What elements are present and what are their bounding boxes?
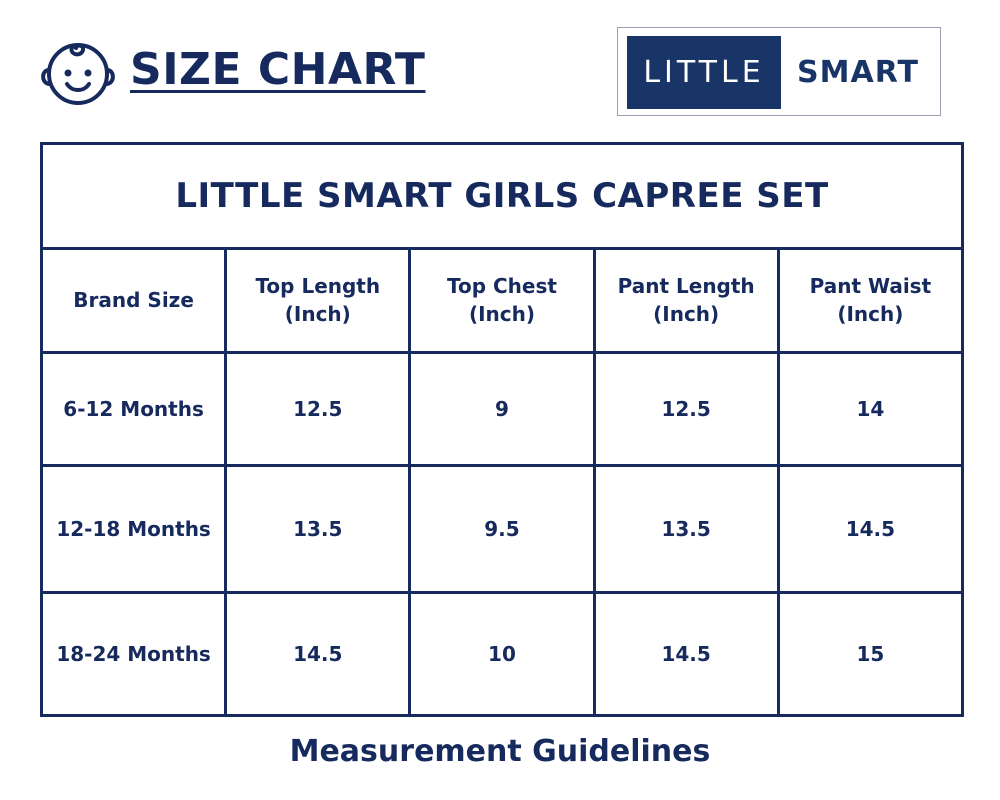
table-row: 18-24 Months 14.5 10 14.5 15 — [39, 591, 965, 717]
table-title-row: LITTLE SMART GIRLS CAPREE SET — [40, 142, 964, 250]
cell-brand-size: 12-18 Months — [39, 464, 228, 595]
cell-top-chest: 9 — [408, 351, 596, 468]
cell-top-chest: 9.5 — [408, 464, 596, 595]
header-unit: (Inch) — [284, 302, 351, 327]
header-pant-length: Pant Length (Inch) — [592, 246, 780, 355]
cell-pant-waist: 15 — [776, 591, 965, 717]
header-label: Pant Length — [617, 274, 755, 299]
cell-pant-length: 12.5 — [592, 351, 780, 468]
table-row: 12-18 Months 13.5 9.5 13.5 14.5 — [39, 464, 965, 595]
header-brand-size: Brand Size — [39, 246, 228, 355]
cell-top-length: 14.5 — [224, 591, 412, 717]
cell-pant-length: 14.5 — [592, 591, 780, 717]
cell-pant-length: 13.5 — [592, 464, 780, 595]
header-unit: (Inch) — [837, 302, 904, 327]
header-top-chest: Top Chest (Inch) — [408, 246, 596, 355]
baby-face-icon — [37, 36, 119, 108]
size-chart-table: LITTLE SMART GIRLS CAPREE SET Brand Size… — [39, 142, 965, 717]
header-label: Top Chest — [446, 274, 557, 299]
brand-logo-smart: SMART — [797, 55, 919, 90]
table-row: 6-12 Months 12.5 9 12.5 14 — [39, 351, 965, 468]
cell-top-length: 12.5 — [224, 351, 412, 468]
table-header-row: Brand Size Top Length (Inch) Top Chest (… — [39, 246, 965, 355]
cell-pant-waist: 14.5 — [776, 464, 965, 595]
cell-top-length: 13.5 — [224, 464, 412, 595]
cell-pant-waist: 14 — [776, 351, 965, 468]
brand-logo: LITTLE SMART — [617, 27, 941, 116]
cell-top-chest: 10 — [408, 591, 596, 717]
page-title: SIZE CHART — [130, 44, 426, 95]
header-unit: (Inch) — [653, 302, 720, 327]
header-label: Brand Size — [73, 288, 194, 313]
header-top-length: Top Length (Inch) — [224, 246, 412, 355]
brand-logo-little: LITTLE — [627, 36, 781, 109]
table-title: LITTLE SMART GIRLS CAPREE SET — [40, 142, 964, 250]
cell-brand-size: 18-24 Months — [39, 591, 228, 717]
header-label: Top Length — [255, 274, 381, 299]
header-pant-waist: Pant Waist (Inch) — [776, 246, 965, 355]
cell-brand-size: 6-12 Months — [39, 351, 228, 468]
header-unit: (Inch) — [468, 302, 535, 327]
measurement-guidelines-heading: Measurement Guidelines — [289, 734, 711, 769]
header-label: Pant Waist — [809, 274, 932, 299]
